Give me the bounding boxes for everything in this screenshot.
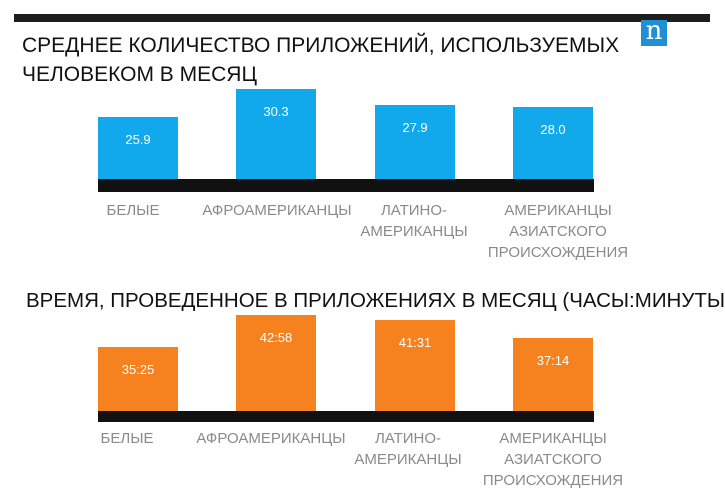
bar [375, 105, 455, 179]
bar-value-label: 41:31 [399, 335, 432, 350]
category-label: ЛАТИНО-АМЕРИКАНЦЫ [354, 430, 461, 468]
category-label: АФРОАМЕРИКАНЦЫ [196, 430, 345, 447]
bar-value-label: 37:14 [537, 353, 570, 368]
bar-value-label: 42:58 [260, 330, 293, 345]
bar-value-label: 28.0 [540, 122, 565, 137]
category-label: БЕЛЫЕ [107, 202, 160, 219]
nielsen-logo-icon: n [641, 18, 667, 46]
category-label: АМЕРИКАНЦЫ АЗИАТСКОГО ПРОИСХОЖДЕНИЯ [483, 430, 623, 489]
apps-count-bar-chart: 25.9 30.3 27.9 28.0 БЕЛЫЕ АФРОАМЕРИКАНЦЫ ЛАТИН… [98, 89, 628, 261]
top-divider-bar [14, 14, 710, 22]
bar [236, 315, 316, 411]
category-label: БЕЛЫЕ [101, 430, 154, 447]
bar-value-label: 25.9 [125, 132, 150, 147]
bar [513, 338, 593, 411]
chart-title-apps-count: СРЕДНЕЕ КОЛИЧЕСТВО ПРИЛОЖЕНИЙ, ИСПОЛЬЗУЕ… [22, 34, 620, 86]
chart-title-time-spent: ВРЕМЯ, ПРОВЕДЕННОЕ В ПРИЛОЖЕНИЯХ В МЕСЯЦ… [26, 289, 725, 312]
category-label: АМЕРИКАНЦЫ АЗИАТСКОГО ПРОИСХОЖДЕНИЯ [488, 202, 628, 261]
bar [98, 347, 178, 411]
bar [236, 89, 316, 179]
category-label: ЛАТИНО-АМЕРИКАНЦЫ [360, 202, 467, 240]
category-label: АФРОАМЕРИКАНЦЫ [202, 202, 351, 219]
baseline-bar [98, 179, 594, 192]
baseline-bar [98, 411, 594, 422]
bar [98, 117, 178, 179]
bar [375, 320, 455, 411]
time-spent-bar-chart: 35:25 42:58 41:31 37:14 БЕЛЫЕ АФРОАМЕРИКАНЦЫ Л… [98, 315, 623, 489]
bar [513, 107, 593, 179]
bar-value-label: 35:25 [122, 362, 155, 377]
bar-value-label: 30.3 [263, 104, 288, 119]
bar-value-label: 27.9 [402, 120, 427, 135]
